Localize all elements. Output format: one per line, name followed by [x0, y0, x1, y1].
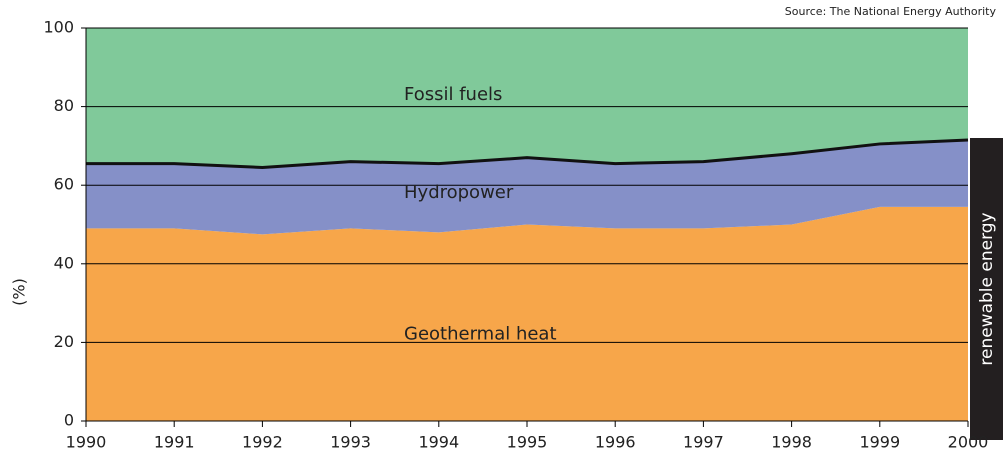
series-label: Fossil fuels — [404, 84, 502, 105]
y-axis-label: (%) — [10, 278, 29, 306]
y-tick-label: 20 — [54, 332, 74, 351]
x-tick-label: 1991 — [154, 433, 195, 452]
y-tick-label: 60 — [54, 175, 74, 194]
x-tick-label: 1990 — [66, 433, 107, 452]
y-tick-label: 100 — [43, 18, 74, 37]
y-tick-label: 0 — [64, 411, 74, 430]
y-tick-label: 80 — [54, 96, 74, 115]
x-tick-label: 2000 — [948, 433, 989, 452]
series-label: Geothermal heat — [404, 324, 557, 345]
x-tick-label: 1992 — [242, 433, 283, 452]
y-tick-label: 40 — [54, 253, 74, 272]
series-label: Hydropower — [404, 182, 514, 203]
renewable-boundary — [86, 138, 969, 170]
x-tick-label: 1993 — [330, 433, 371, 452]
x-tick-label: 1994 — [418, 433, 459, 452]
x-tick-label: 1997 — [683, 433, 724, 452]
x-tick-label: 1998 — [771, 433, 812, 452]
x-tick-label: 1999 — [859, 433, 900, 452]
x-tick-label: 1995 — [507, 433, 548, 452]
source: Source: The National Energy Authority — [785, 5, 997, 18]
side-label: renewable energy — [977, 212, 997, 365]
area — [86, 206, 968, 421]
area — [86, 140, 968, 235]
area — [86, 28, 968, 168]
side-band — [970, 138, 1003, 440]
x-tick-label: 1996 — [595, 433, 636, 452]
